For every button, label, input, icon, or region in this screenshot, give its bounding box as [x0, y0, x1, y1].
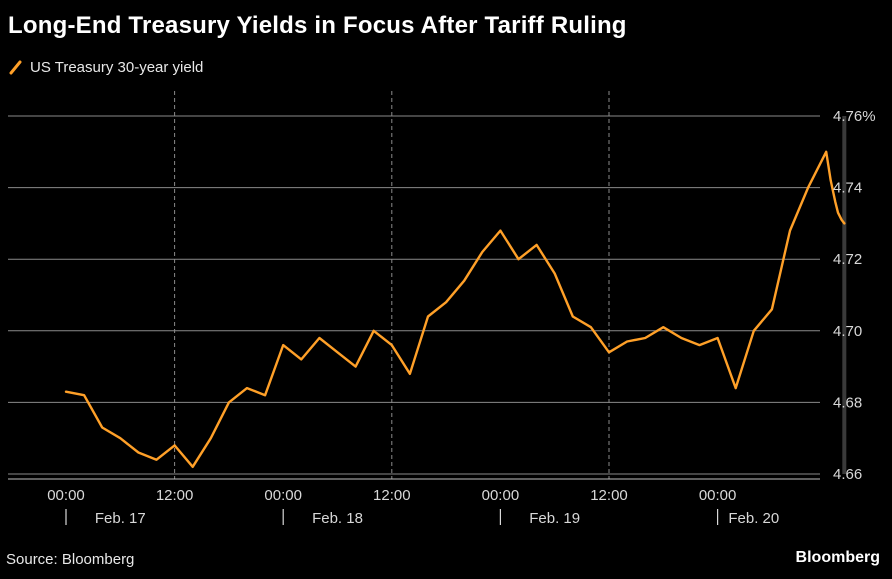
x-time-label: 12:00	[156, 487, 194, 504]
y-tick-label: 4.68	[833, 394, 862, 411]
chart-title: Long-End Treasury Yields in Focus After …	[8, 12, 627, 39]
x-time-label: 00:00	[699, 487, 737, 504]
x-time-label: 00:00	[47, 487, 85, 504]
bloomberg-logo: Bloomberg	[795, 549, 880, 566]
x-time-label: 12:00	[590, 487, 628, 504]
x-date-label: Feb. 17	[95, 510, 146, 527]
x-time-label: 00:00	[264, 487, 302, 504]
y-tick-label: 4.72	[833, 251, 862, 268]
x-date-label: Feb. 18	[312, 510, 363, 527]
x-date-label: Feb. 20	[728, 510, 779, 527]
x-time-label: 00:00	[482, 487, 520, 504]
y-tick-label: 4.70	[833, 323, 862, 340]
y-tick-label: 4.76%	[833, 108, 876, 125]
source-note: Source: Bloomberg	[6, 551, 135, 568]
yield-series-line	[64, 150, 846, 468]
legend: US Treasury 30-year yield	[9, 59, 203, 76]
x-time-label: 12:00	[373, 487, 411, 504]
grid-lines	[8, 115, 820, 475]
y-tick-label: 4.66	[833, 466, 862, 483]
y-tick-label: 4.74	[833, 180, 862, 197]
latest-period-marker	[842, 116, 847, 474]
legend-label: US Treasury 30-year yield	[30, 59, 204, 76]
legend-line-icon	[9, 60, 22, 75]
x-date-label: Feb. 19	[529, 510, 580, 527]
x-axis-ticks: 00:00 12:00 00:00 12:00 00:00 12:00 00:00 Feb. …	[47, 487, 779, 527]
day-boundary-lines	[174, 91, 610, 479]
y-axis-ticks: 4.76% 4.74 4.72 4.70 4.68 4.66	[833, 108, 876, 483]
